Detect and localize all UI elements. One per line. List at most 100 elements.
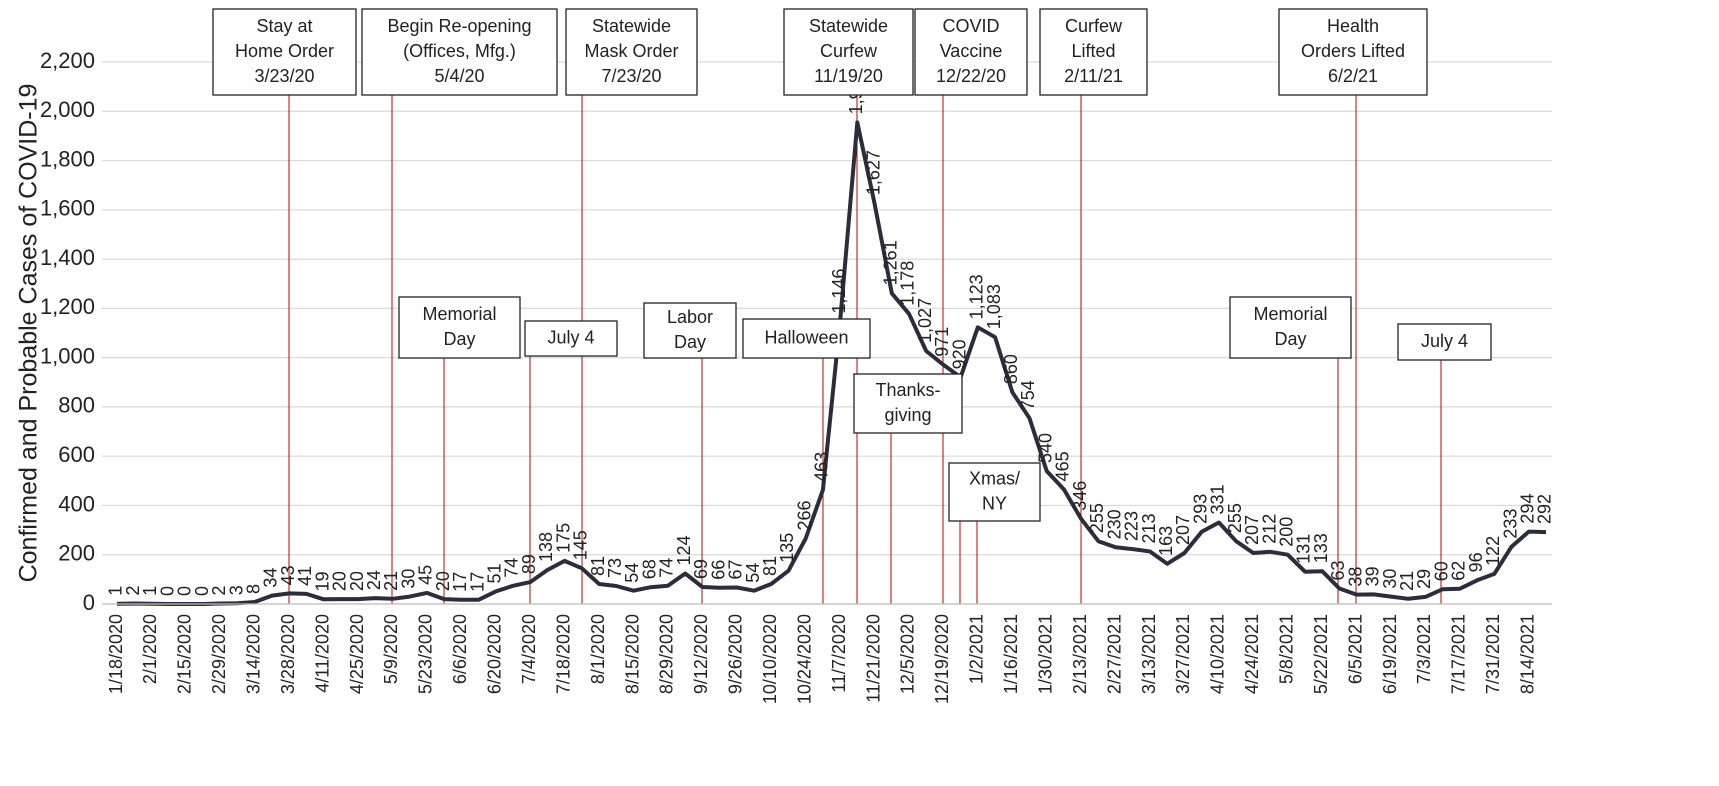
annotation-text: Labor <box>667 307 713 327</box>
annotation-text: Curfew <box>1065 16 1123 36</box>
annotation-text: Mask Order <box>584 41 678 61</box>
data-label: 69 <box>691 559 711 579</box>
data-label: 38 <box>1345 567 1365 587</box>
annotation-text: Home Order <box>235 41 334 61</box>
x-tick-label: 7/31/2021 <box>1483 614 1503 694</box>
annotation-text: Begin Re-opening <box>387 16 531 36</box>
annotation-box <box>398 296 521 359</box>
y-tick-label: 1,400 <box>40 245 95 270</box>
data-label: 1,027 <box>915 298 935 343</box>
annotation: Statewide Mask Order 7/23/20 <box>565 8 698 96</box>
data-label: 89 <box>519 554 539 574</box>
x-tick-label: 6/6/2020 <box>450 614 470 684</box>
data-label: 20 <box>433 571 453 591</box>
data-label: 1,261 <box>881 240 901 285</box>
x-tick-label: 3/13/2021 <box>1139 614 1159 694</box>
data-label: 200 <box>1276 517 1296 547</box>
annotation-box <box>783 8 914 96</box>
annotation-box <box>212 8 357 96</box>
x-tick-label: 2/27/2021 <box>1104 614 1124 694</box>
data-label: 463 <box>812 452 832 482</box>
data-label: 54 <box>743 563 763 583</box>
annotation-text: Health <box>1327 16 1379 36</box>
data-label: 213 <box>1139 513 1159 543</box>
data-label: 124 <box>674 535 694 565</box>
data-label: 17 <box>467 572 487 592</box>
x-tick-label: 4/10/2021 <box>1208 614 1228 694</box>
data-label: 62 <box>1449 561 1469 581</box>
y-tick-label: 2,000 <box>40 97 95 122</box>
data-label: 135 <box>777 533 797 563</box>
annotation-box <box>361 8 558 96</box>
annotation-text: 12/22/20 <box>936 66 1006 86</box>
data-label: 233 <box>1500 509 1520 539</box>
data-label: 1 <box>106 586 126 596</box>
data-label: 68 <box>639 559 659 579</box>
x-tick-label: 6/20/2020 <box>485 614 505 694</box>
x-tick-label: 5/9/2020 <box>381 614 401 684</box>
y-tick-label: 200 <box>58 541 95 566</box>
y-tick-label: 1,000 <box>40 343 95 368</box>
annotation-text: Lifted <box>1071 41 1115 61</box>
x-tick-label: 5/8/2021 <box>1276 614 1296 684</box>
data-label: 81 <box>588 556 608 576</box>
x-tick-label: 8/1/2020 <box>588 614 608 684</box>
data-label: 41 <box>295 566 315 586</box>
x-tick-label: 5/22/2021 <box>1311 614 1331 694</box>
data-label: 1 <box>140 586 160 596</box>
x-tick-label: 1/2/2021 <box>967 614 987 684</box>
x-tick-label: 11/21/2020 <box>863 614 883 703</box>
data-label: 223 <box>1122 511 1142 541</box>
annotation-box <box>742 318 871 359</box>
annotation-text: NY <box>982 493 1007 513</box>
data-label: 230 <box>1104 509 1124 539</box>
data-label: 96 <box>1466 552 1486 572</box>
data-label: 20 <box>330 571 350 591</box>
annotation: Halloween <box>742 318 871 359</box>
annotation-text: Vaccine <box>940 41 1003 61</box>
annotation-text: Day <box>1274 329 1306 349</box>
y-tick-label: 800 <box>58 393 95 418</box>
x-tick-label: 7/18/2020 <box>553 614 573 694</box>
x-tick-label: 1/30/2021 <box>1035 614 1055 694</box>
data-label: 131 <box>1294 534 1314 564</box>
annotation-text: Day <box>443 329 475 349</box>
annotation: Curfew Lifted 2/11/21 <box>1039 8 1148 96</box>
annotation-text: Curfew <box>820 41 878 61</box>
annotation: Labor Day <box>643 302 737 359</box>
data-label: 294 <box>1518 494 1538 524</box>
annotation-text: giving <box>884 405 931 425</box>
y-tick-label: 2,200 <box>40 48 95 73</box>
data-line <box>116 120 1547 606</box>
x-tick-label: 1/16/2021 <box>1001 614 1021 694</box>
data-label: 3 <box>226 585 246 595</box>
data-label: 39 <box>1363 566 1383 586</box>
annotation-text: Stay at <box>256 16 312 36</box>
data-label: 8 <box>243 584 263 594</box>
y-tick-label: 400 <box>58 491 95 516</box>
y-tick-label: 600 <box>58 442 95 467</box>
x-tick-label: 9/26/2020 <box>726 614 746 694</box>
x-tick-label: 8/29/2020 <box>657 614 677 694</box>
x-tick-label: 12/19/2020 <box>932 614 952 704</box>
data-label: 122 <box>1483 536 1503 566</box>
annotation-text: 7/23/20 <box>601 66 661 86</box>
data-label: 331 <box>1208 484 1228 514</box>
y-tick-label: 1,200 <box>40 294 95 319</box>
x-tick-label: 5/23/2020 <box>416 614 436 694</box>
x-tick-label: 3/28/2020 <box>278 614 298 694</box>
data-label: 74 <box>657 558 677 578</box>
x-tick-label: 6/5/2021 <box>1345 614 1365 684</box>
x-tick-label: 2/29/2020 <box>209 614 229 694</box>
data-label: 81 <box>760 556 780 576</box>
x-tick-label: 11/7/2020 <box>829 614 849 693</box>
data-label: 21 <box>381 571 401 591</box>
data-label: 45 <box>416 565 436 585</box>
annotation-text: Thanks- <box>875 380 940 400</box>
data-label: 29 <box>1414 569 1434 589</box>
data-label: 465 <box>1053 451 1073 481</box>
x-tick-label: 10/24/2020 <box>794 614 814 704</box>
annotation-box <box>914 8 1028 96</box>
data-label: 293 <box>1190 494 1210 524</box>
